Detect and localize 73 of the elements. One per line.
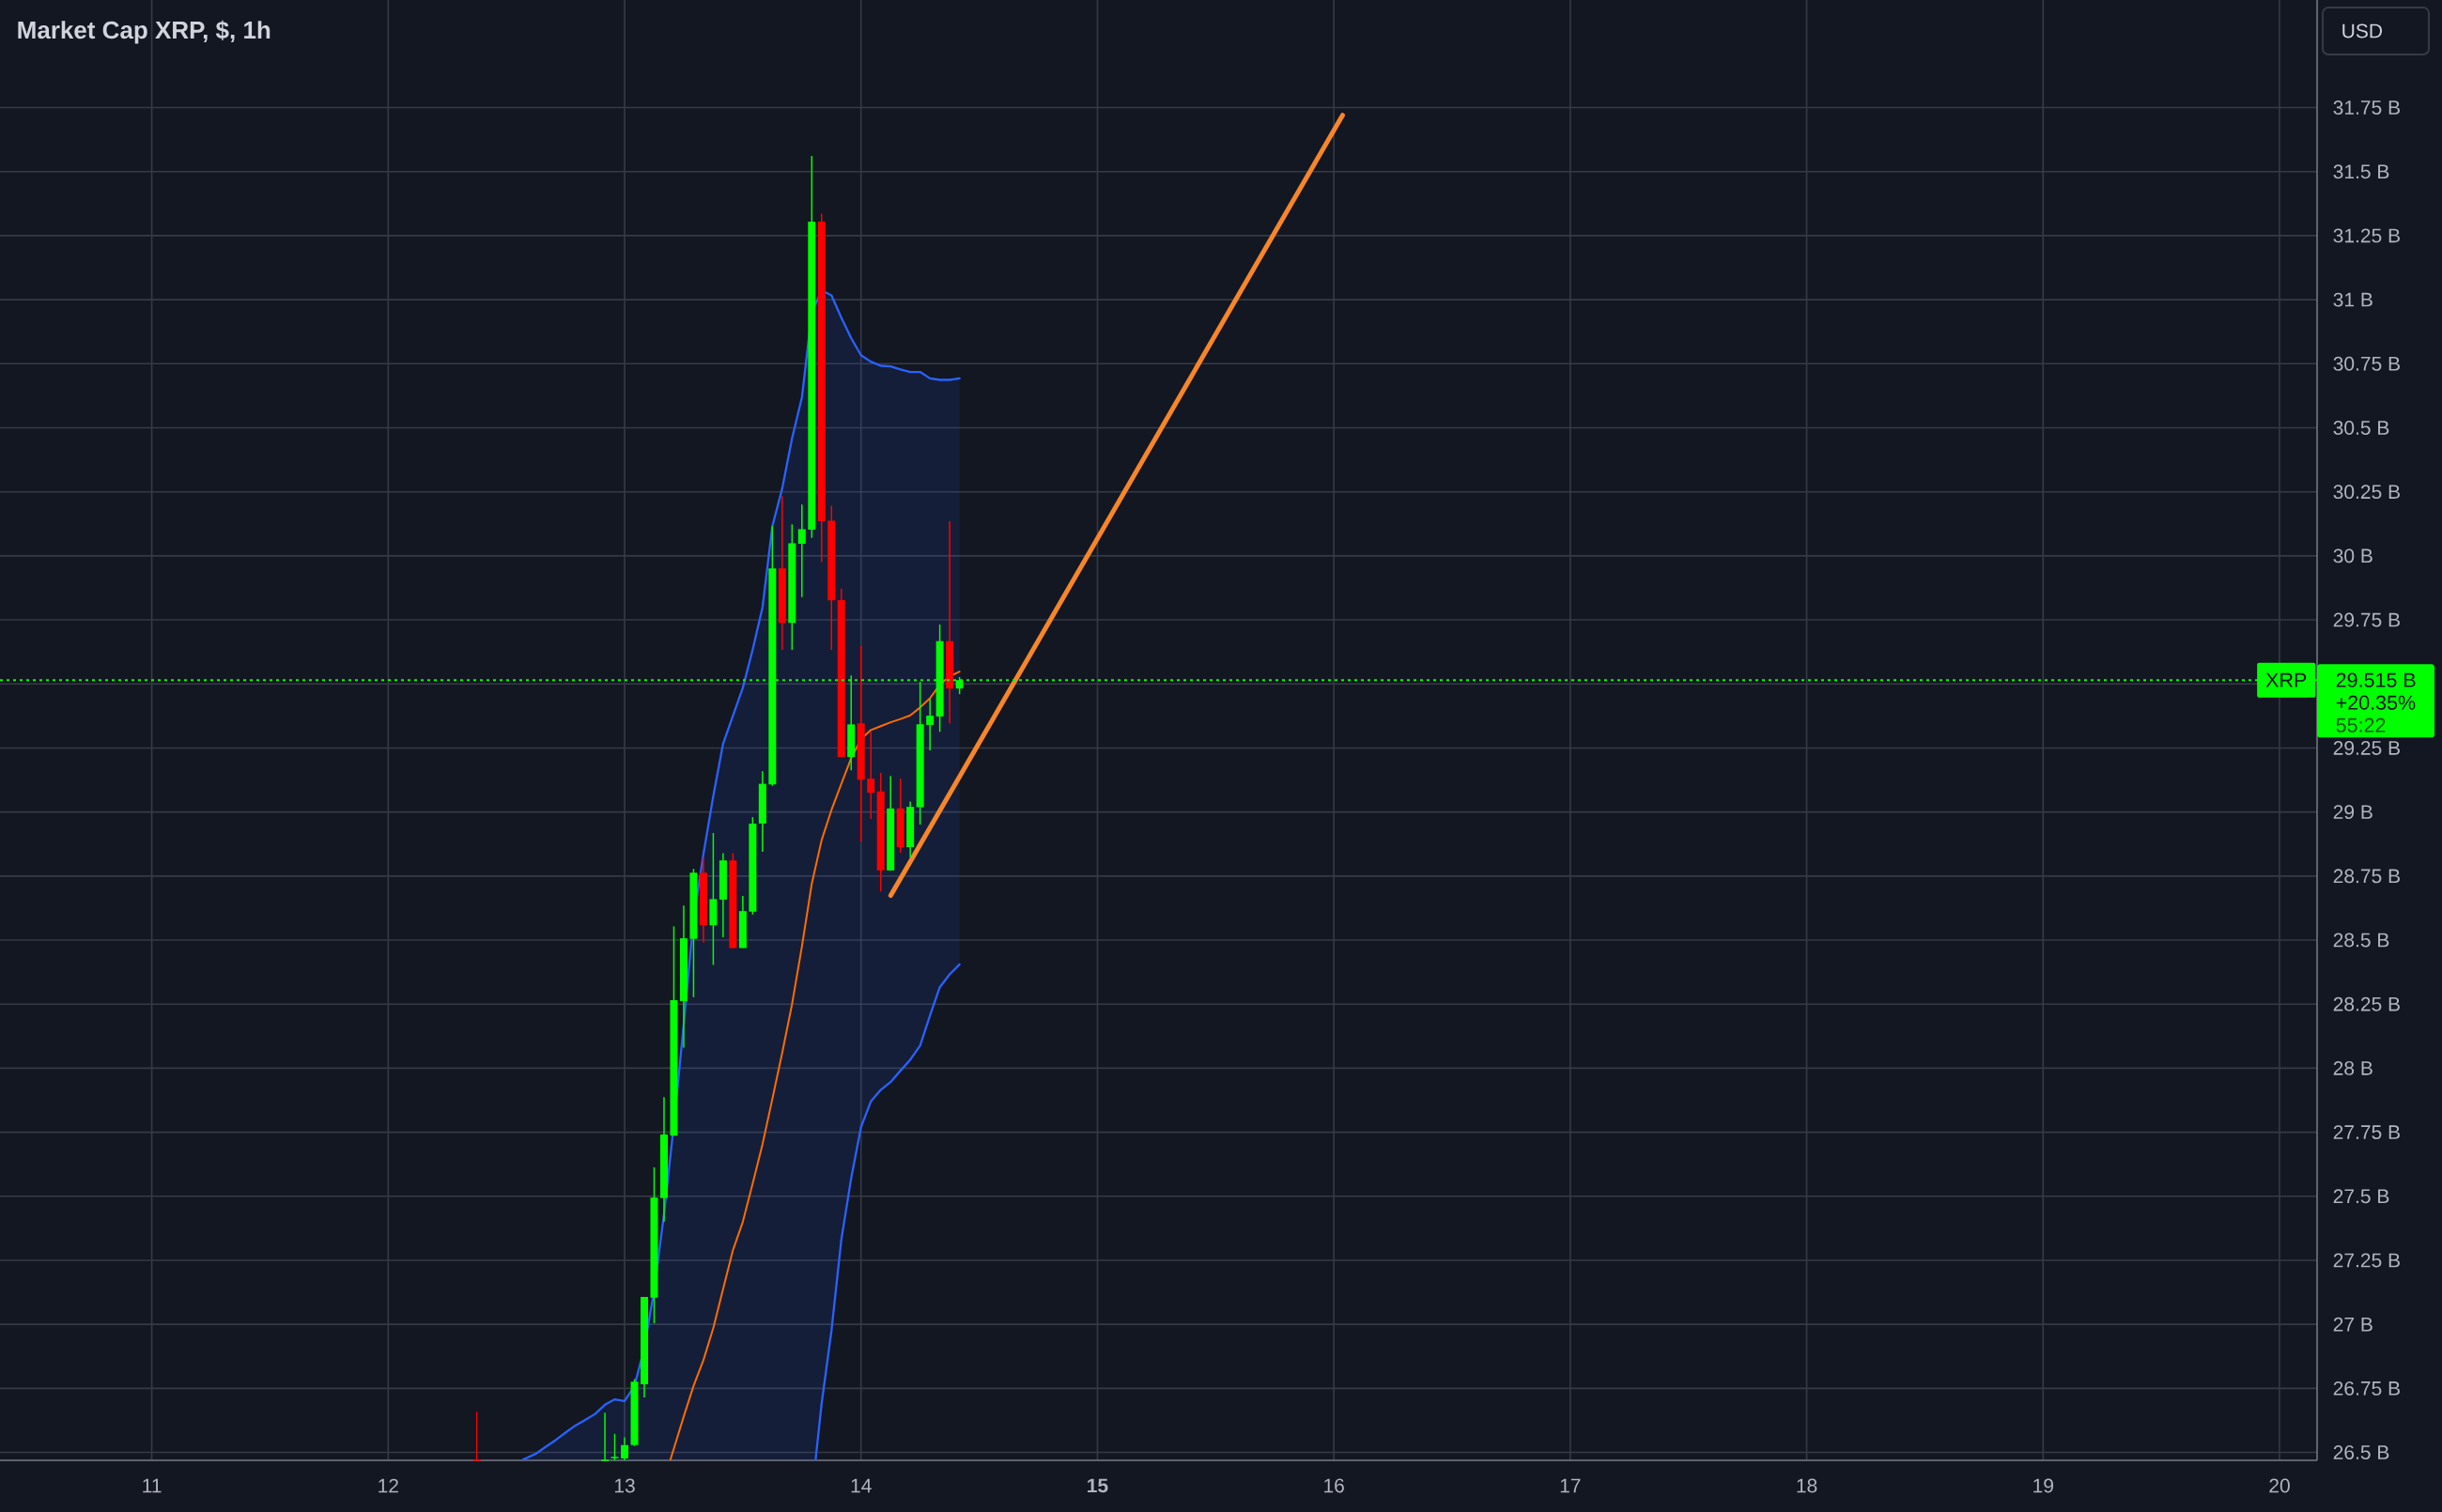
candlestick xyxy=(896,778,904,854)
y-tick-label: 29 B xyxy=(2333,805,2372,820)
candlestick xyxy=(709,832,718,966)
y-tick-label: 27.75 B xyxy=(2333,1125,2400,1140)
candlestick xyxy=(876,772,885,892)
ref-line-label: XRP xyxy=(2265,672,2307,687)
y-tick-label: 31.75 B xyxy=(2333,100,2400,115)
y-tick-label: 28 B xyxy=(2333,1060,2372,1075)
candlestick xyxy=(699,856,707,944)
line-series xyxy=(669,671,961,1460)
candlestick xyxy=(857,645,865,843)
y-tick-label: 31 B xyxy=(2333,292,2372,307)
y-tick-label: 30 B xyxy=(2333,548,2372,563)
y-tick-label: 29.75 B xyxy=(2333,612,2400,627)
text: USD xyxy=(2342,23,2383,39)
candlestick xyxy=(758,770,766,853)
candlestick xyxy=(719,852,727,938)
candlestick xyxy=(471,1411,482,1461)
x-tick-label: 17 xyxy=(1560,1478,1581,1493)
text: 55:22 xyxy=(2336,717,2386,733)
x-tick-label: 18 xyxy=(1797,1478,1817,1493)
x-tick-label: 11 xyxy=(143,1478,162,1493)
candlestick xyxy=(650,1166,658,1324)
candlestick xyxy=(738,895,747,949)
candlestick xyxy=(887,775,895,872)
y-tick-label: 27.5 B xyxy=(2333,1189,2389,1204)
y-tick-label: 31.25 B xyxy=(2333,228,2400,243)
candlestick xyxy=(817,212,826,563)
y-tick-label: 28.25 B xyxy=(2333,996,2400,1011)
candlestick xyxy=(916,681,924,825)
y-tick-label: 28.5 B xyxy=(2333,933,2389,948)
candlestick xyxy=(630,1378,639,1447)
x-tick-label: 20 xyxy=(2269,1478,2290,1493)
candlestick xyxy=(827,504,836,651)
candlestick xyxy=(621,1436,629,1460)
candlestick xyxy=(788,523,796,651)
text: Market Cap XRP, $, 1h xyxy=(18,20,270,44)
text: +20.35% xyxy=(2336,695,2416,710)
y-tick-label: 27.25 B xyxy=(2333,1253,2400,1268)
candlestick xyxy=(906,800,915,858)
y-tick-label: 29.25 B xyxy=(2333,740,2400,755)
candlestick xyxy=(670,925,678,1136)
line-series xyxy=(814,963,961,1460)
x-tick-label: 14 xyxy=(851,1478,872,1493)
candlestick xyxy=(610,1432,620,1460)
candlestick xyxy=(659,1096,668,1223)
candlestick xyxy=(679,904,688,1049)
text: 29.515 B xyxy=(2336,672,2416,687)
x-tick-label: 19 xyxy=(2033,1478,2053,1493)
y-tick-label: 27 B xyxy=(2333,1317,2372,1332)
candlestick xyxy=(837,588,845,758)
candlestick xyxy=(778,495,786,651)
candlestick xyxy=(867,731,875,820)
x-tick-label: 13 xyxy=(614,1478,635,1493)
x-tick-label: 16 xyxy=(1324,1478,1344,1493)
candlestick xyxy=(640,1296,648,1398)
candlestick xyxy=(749,816,757,916)
candlestick xyxy=(689,868,698,998)
candlestick xyxy=(946,520,954,725)
candlestick xyxy=(808,155,816,539)
x-tick-label: 15 xyxy=(1088,1478,1108,1493)
y-tick-label: 30.75 B xyxy=(2333,356,2400,371)
y-tick-label: 31.5 B xyxy=(2333,164,2389,179)
y-tick-label: 30.25 B xyxy=(2333,485,2400,500)
y-tick-label: 26.75 B xyxy=(2333,1381,2400,1396)
y-tick-label: 28.75 B xyxy=(2333,869,2400,884)
candlestick xyxy=(600,1412,610,1461)
y-tick-label: 26.5 B xyxy=(2333,1445,2389,1459)
x-tick-label: 12 xyxy=(379,1478,398,1493)
candlestick xyxy=(797,503,806,598)
candlestick xyxy=(729,852,737,949)
candlestick xyxy=(926,698,935,751)
y-tick-label: 30.5 B xyxy=(2333,421,2389,435)
